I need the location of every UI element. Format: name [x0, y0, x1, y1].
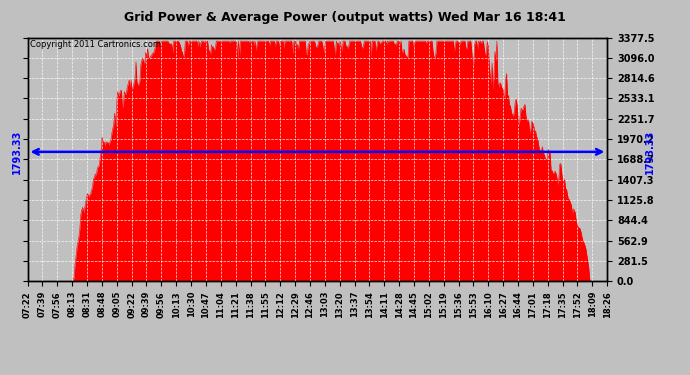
Text: Grid Power & Average Power (output watts) Wed Mar 16 18:41: Grid Power & Average Power (output watts…: [124, 11, 566, 24]
Text: Copyright 2011 Cartronics.com: Copyright 2011 Cartronics.com: [30, 40, 161, 49]
Text: 1793.33: 1793.33: [12, 130, 22, 174]
Text: 1793.33: 1793.33: [645, 130, 655, 174]
